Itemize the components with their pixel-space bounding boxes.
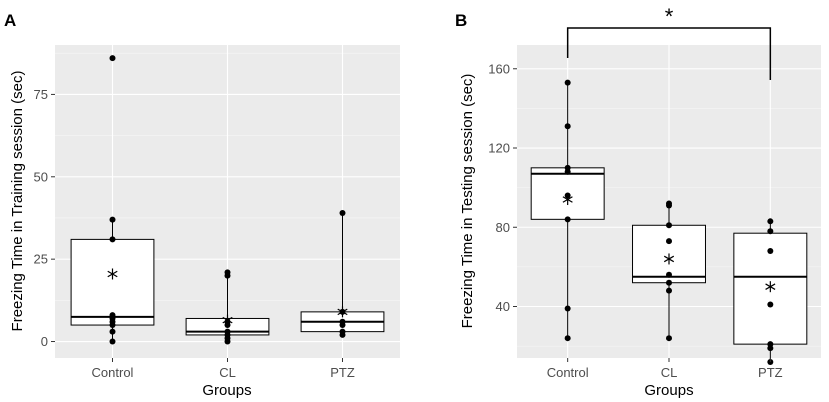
data-point xyxy=(564,123,571,130)
data-point xyxy=(109,236,116,243)
box-group-control xyxy=(530,79,605,342)
y-axis-title-a: Freezing Time in Training session (sec) xyxy=(9,71,26,332)
data-point xyxy=(109,338,116,345)
y-tick-label: 80 xyxy=(496,220,510,235)
box-group-ptz xyxy=(300,210,385,338)
data-point xyxy=(666,287,672,294)
mean-marker xyxy=(107,268,118,280)
data-point xyxy=(564,335,571,342)
data-point xyxy=(666,335,672,342)
box-group-control xyxy=(70,55,155,345)
y-tick-label: 50 xyxy=(34,169,48,184)
y-tick-label: 40 xyxy=(496,299,510,314)
data-point xyxy=(109,328,116,335)
mean-marker xyxy=(562,194,573,206)
y-tick-label: 75 xyxy=(34,87,48,102)
mean-marker xyxy=(663,253,675,265)
mean-marker xyxy=(765,281,776,293)
data-point xyxy=(109,55,116,62)
x-tick-label-cl: CL xyxy=(219,365,236,380)
x-axis-title-b: Groups xyxy=(644,382,693,399)
y-tick-label: 120 xyxy=(488,141,510,156)
x-tick-label-ptz: PTZ xyxy=(758,365,783,380)
data-point xyxy=(666,279,672,286)
data-point xyxy=(339,328,346,335)
data-point xyxy=(109,312,116,319)
data-point xyxy=(564,164,571,171)
data-point xyxy=(666,271,672,278)
x-tick-label-cl: CL xyxy=(661,365,678,380)
data-point xyxy=(767,301,774,308)
data-point xyxy=(339,210,346,217)
mean-marker xyxy=(222,314,233,326)
y-tick-label: 160 xyxy=(488,61,510,76)
data-point xyxy=(564,305,571,312)
data-point xyxy=(666,222,672,229)
significance-bracket xyxy=(566,27,772,80)
data-point xyxy=(224,269,231,276)
panel-letter-b: B xyxy=(455,11,467,30)
box-group-cl xyxy=(185,269,270,345)
data-point xyxy=(109,216,116,223)
data-point xyxy=(767,248,774,255)
data-point xyxy=(767,218,774,225)
data-point xyxy=(564,79,571,86)
data-point xyxy=(564,216,571,223)
x-axis-title-a: Groups xyxy=(202,382,251,399)
x-tick-label-control: Control xyxy=(92,365,134,380)
x-tick-label-control: Control xyxy=(547,365,589,380)
box-group-ptz xyxy=(733,218,808,365)
panel-letter-a: A xyxy=(4,11,16,30)
significance-label: * xyxy=(665,4,674,29)
mean-marker xyxy=(337,306,348,318)
box-group-cl xyxy=(632,200,706,342)
panel-a: A 0 25 50 75 Control CL PTZ Freezing Time in … xyxy=(4,11,400,399)
panel-b: B 40 80 120 160 Control CL PTZ * Freezing Tim… xyxy=(455,4,821,399)
y-axis-title-b: Freezing Time in Testing session (sec) xyxy=(459,74,476,329)
data-point xyxy=(666,238,672,245)
data-point xyxy=(666,200,672,207)
data-point xyxy=(767,228,774,235)
data-point xyxy=(224,328,231,335)
y-tick-label: 25 xyxy=(34,252,48,267)
x-tick-label-ptz: PTZ xyxy=(330,365,355,380)
data-point xyxy=(339,318,346,325)
y-tick-label: 0 xyxy=(41,334,48,349)
data-point xyxy=(767,341,774,348)
